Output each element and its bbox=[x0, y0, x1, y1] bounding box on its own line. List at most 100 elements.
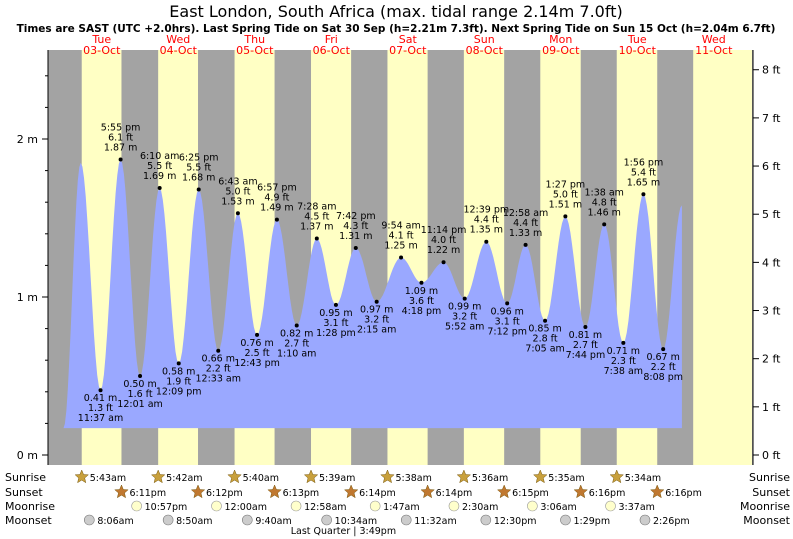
moonset-time-3: 10:34am bbox=[335, 516, 377, 527]
moonrise-icon bbox=[369, 500, 381, 512]
left-tick-label-2: 2 m bbox=[17, 133, 38, 146]
tide-low-4-mlabel: 0.58 m bbox=[162, 366, 195, 377]
tide-point-high-1 bbox=[118, 157, 123, 162]
tide-low-14-mlabel: 0.97 m bbox=[360, 305, 393, 316]
sunrise-icon bbox=[227, 469, 242, 484]
sunset-time-5: 6:15pm bbox=[512, 488, 549, 499]
right-tick-label-8: 8 ft bbox=[762, 64, 781, 77]
sunset-time-0: 6:11pm bbox=[129, 488, 166, 499]
moonrise-time-2: 12:58am bbox=[304, 502, 346, 513]
tide-low-2-mlabel: 0.50 m bbox=[123, 379, 156, 390]
tide-point-low-20 bbox=[505, 301, 510, 306]
tide-point-high-21 bbox=[523, 242, 528, 247]
tide-low-28-time: 8:08 pm bbox=[643, 372, 683, 383]
sunset-icon bbox=[190, 484, 206, 499]
tide-area bbox=[63, 159, 682, 429]
tide-low-2-ft: 1.6 ft bbox=[128, 389, 153, 400]
tide-low-12-ft: 3.1 ft bbox=[323, 318, 348, 329]
sunset-time-3: 6:14pm bbox=[359, 488, 396, 499]
moonset-icon bbox=[400, 514, 412, 526]
day-labels: Tue03-OctWed04-OctThu05-OctFri06-OctSat0… bbox=[83, 33, 733, 57]
tide-high-15-mlabel: 1.25 m bbox=[384, 241, 417, 252]
tide-low-16-mlabel: 1.09 m bbox=[405, 286, 438, 297]
tide-low-12-time: 1:28 pm bbox=[316, 328, 356, 339]
tide-high-3-mlabel: 1.69 m bbox=[143, 171, 176, 182]
tide-low-6-mlabel: 0.66 m bbox=[202, 354, 235, 365]
tide-point-low-6 bbox=[216, 348, 221, 353]
day-date-8: 11-Oct bbox=[695, 44, 733, 57]
moonset-time-4: 11:32am bbox=[414, 516, 456, 527]
sunset-icon bbox=[573, 484, 589, 499]
sunrise-icon bbox=[456, 469, 472, 484]
tide-point-low-2 bbox=[138, 374, 143, 378]
tide-low-22-mlabel: 0.85 m bbox=[528, 324, 561, 335]
tide-high-23-mlabel: 1.51 m bbox=[549, 199, 582, 210]
day-date-6: 09-Oct bbox=[542, 44, 580, 57]
tide-high-17-time: 11:14 pm bbox=[421, 225, 467, 236]
tide-high-19-mlabel: 1.35 m bbox=[470, 225, 503, 236]
tide-high-17-mlabel: 1.22 m bbox=[427, 245, 460, 256]
tide-high-23-ft: 5.0 ft bbox=[553, 189, 578, 200]
day-name-7: Tue bbox=[627, 33, 647, 46]
tide-high-15-ft: 4.1 ft bbox=[389, 231, 414, 242]
moonset-icon bbox=[639, 514, 651, 526]
right-tick-label-6: 6 ft bbox=[762, 160, 781, 173]
moonrise-icon bbox=[605, 500, 616, 512]
sun-time-2: 5:40am bbox=[243, 473, 279, 484]
tide-point-high-27 bbox=[641, 192, 646, 197]
row-label-left-sunset: Sunset bbox=[5, 486, 43, 499]
tide-low-26-mlabel: 0.71 m bbox=[607, 346, 640, 357]
tide-high-27-time: 1:56 pm bbox=[624, 157, 664, 168]
moonset-time-6: 1:29pm bbox=[573, 516, 610, 527]
tide-low-22-ft: 2.8 ft bbox=[533, 334, 558, 345]
sunset-time-6: 6:16pm bbox=[589, 488, 626, 499]
moonrise-time-4: 2:30am bbox=[462, 502, 498, 513]
tide-low-18-time: 5:52 am bbox=[445, 322, 484, 333]
tide-point-low-28 bbox=[661, 347, 666, 352]
day-name-3: Fri bbox=[325, 33, 338, 46]
sunset-icon bbox=[267, 484, 282, 499]
day-name-8: Wed bbox=[702, 33, 726, 46]
right-tick-label-5: 5 ft bbox=[762, 208, 781, 221]
tide-low-18-ft: 3.2 ft bbox=[452, 312, 477, 323]
tide-low-4-time: 12:09 pm bbox=[156, 386, 202, 397]
tide-high-21-mlabel: 1.33 m bbox=[509, 228, 542, 239]
sunrise-icon bbox=[380, 469, 395, 484]
tide-high-3-time: 6:10 am bbox=[140, 151, 179, 162]
tide-low-24-ft: 2.7 ft bbox=[573, 340, 598, 351]
daylight-band-8 bbox=[693, 50, 752, 465]
tide-high-1-ft: 6.1 ft bbox=[108, 133, 133, 144]
tide-low-26-time: 7:38 am bbox=[604, 366, 643, 377]
tide-high-19-ft: 4.4 ft bbox=[474, 215, 499, 226]
moonrise-icon bbox=[290, 500, 302, 512]
row-label-right-sun: Sunrise bbox=[749, 471, 790, 484]
tide-low-2-time: 12:01 am bbox=[117, 399, 162, 410]
tide-low-20-mlabel: 0.96 m bbox=[490, 306, 523, 317]
tide-low-10-mlabel: 0.82 m bbox=[280, 328, 313, 339]
moonrise-time-1: 12:00am bbox=[225, 502, 267, 513]
row-label-left-moonrise: Moonrise bbox=[5, 500, 55, 513]
tide-low-22-time: 7:05 am bbox=[525, 344, 564, 355]
sun-time-0: 5:43am bbox=[90, 473, 126, 484]
day-date-7: 10-Oct bbox=[619, 44, 657, 57]
tide-low-10-time: 1:10 am bbox=[277, 348, 316, 359]
astro-rows: Sunrise Sunrise 5:43am 5:42am 5:40am 5:39am 5:… bbox=[5, 469, 791, 527]
tide-point-low-26 bbox=[621, 340, 626, 345]
sun-time-1: 5:42am bbox=[166, 473, 202, 484]
tide-point-high-3 bbox=[157, 185, 162, 190]
day-date-4: 07-Oct bbox=[389, 44, 427, 57]
right-tick-label-1: 1 ft bbox=[762, 401, 781, 414]
sunrise-icon bbox=[150, 469, 166, 484]
right-tick-label-3: 3 ft bbox=[762, 305, 781, 318]
tide-low-0-ft: 1.3 ft bbox=[88, 403, 113, 414]
tide-low-8-mlabel: 0.76 m bbox=[240, 338, 273, 349]
sunset-time-4: 6:14pm bbox=[436, 488, 473, 499]
sunset-time-2: 6:13pm bbox=[283, 488, 320, 499]
tide-high-7-time: 6:43 am bbox=[218, 176, 257, 187]
tide-low-14-time: 2:15 am bbox=[357, 325, 396, 336]
chart-header: East London, South Africa (max. tidal ra… bbox=[17, 2, 776, 35]
tide-point-high-5 bbox=[196, 187, 201, 192]
tide-point-low-14 bbox=[374, 299, 379, 304]
tide-low-10-ft: 2.7 ft bbox=[284, 338, 309, 349]
moonrise-icon bbox=[211, 500, 222, 512]
